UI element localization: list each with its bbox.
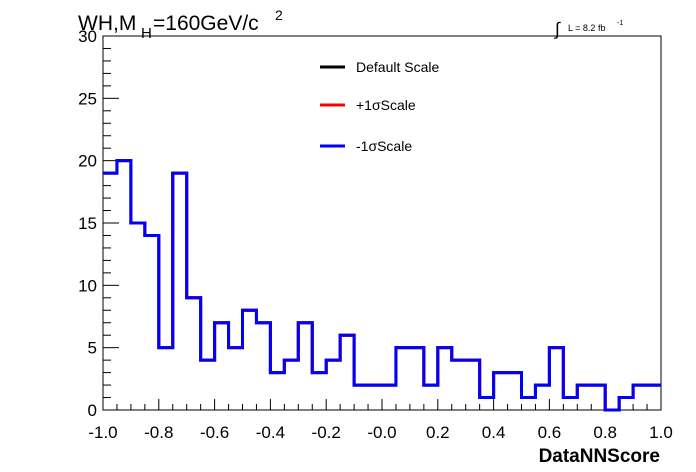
x-tick-label: -0.6 <box>200 423 229 442</box>
x-tick-label: 0.6 <box>538 423 562 442</box>
lumi-text: L = 8.2 fb <box>568 23 605 33</box>
title-subscript: H <box>141 25 152 42</box>
legend-label: +1σScale <box>356 97 416 113</box>
y-tick-label: 15 <box>78 214 97 233</box>
lumi-superscript: -1 <box>617 20 623 27</box>
y-tick-label: 25 <box>78 89 97 108</box>
series--1-scale <box>103 159 661 412</box>
x-tick-label: -0.8 <box>144 423 173 442</box>
axes: -1.0 -0.8 -0.6 -0.4 -0.2 -0.0 0.2 0.4 0.6 0.8 1.0 0… <box>78 27 673 442</box>
legend: Default Scale +1σScale -1σScale <box>320 59 439 154</box>
y-tick-label: 30 <box>78 27 97 46</box>
x-tick-label: -0.4 <box>256 423 285 442</box>
y-tick-label: 10 <box>78 276 97 295</box>
x-tick-label: 0.8 <box>593 423 617 442</box>
x-tick-label: 1.0 <box>649 423 673 442</box>
x-tick-label: -1.0 <box>88 423 117 442</box>
chart-title: WH,M H =160GeV/c 2 <box>78 7 283 42</box>
title-main: WH,M <box>78 12 136 35</box>
legend-label: -1σScale <box>356 138 412 154</box>
title-rest: =160GeV/c <box>153 12 259 35</box>
x-tick-label: -0.0 <box>367 423 396 442</box>
x-tick-label: 0.4 <box>482 423 506 442</box>
x-tick-label: 0.2 <box>426 423 450 442</box>
y-tick-label: 20 <box>78 152 97 171</box>
luminosity-label: ∫ L = 8.2 fb -1 <box>553 19 623 39</box>
histograms <box>103 159 661 412</box>
title-superscript: 2 <box>275 7 283 23</box>
x-tick-label: -0.2 <box>312 423 341 442</box>
y-tick-label: 0 <box>88 401 97 420</box>
legend-label: Default Scale <box>356 59 439 75</box>
histogram-step-line <box>103 159 661 412</box>
x-axis-label: DataNNScore <box>539 446 660 467</box>
y-tick-label: 5 <box>88 339 97 358</box>
integral-symbol: ∫ <box>553 19 561 39</box>
